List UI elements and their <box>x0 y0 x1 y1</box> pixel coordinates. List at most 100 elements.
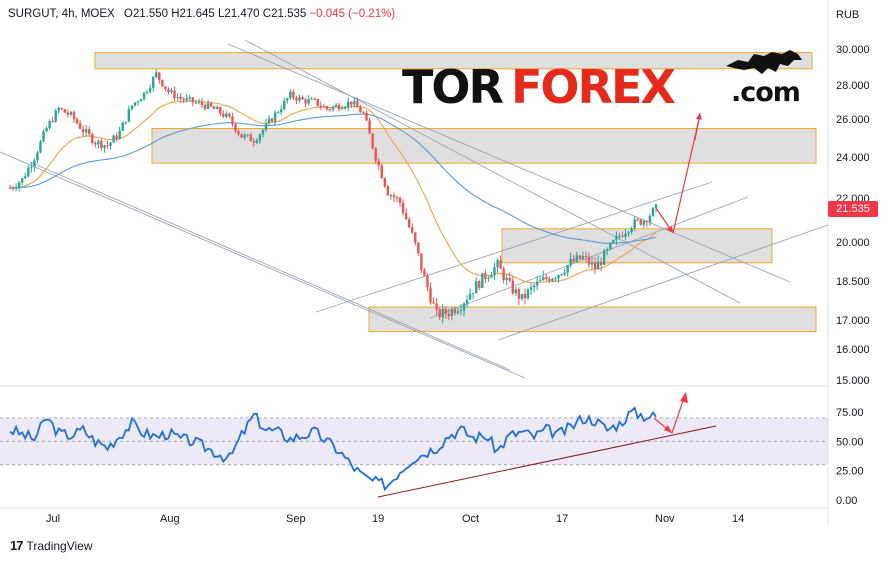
logo-part-tor: TOR <box>402 60 504 114</box>
candle <box>261 129 265 135</box>
candle <box>228 113 231 117</box>
candle <box>606 249 609 251</box>
candle <box>456 311 460 314</box>
candle <box>33 160 36 167</box>
candle <box>72 112 76 120</box>
time-axis-labels: Jul Aug Sep 19 Oct 17 Nov 14 <box>46 513 744 525</box>
candle <box>11 187 15 189</box>
candle <box>60 108 64 110</box>
time-axis-label: Nov <box>655 513 675 525</box>
candle <box>383 178 387 187</box>
candle <box>27 167 30 177</box>
time-axis-label: Aug <box>160 513 180 525</box>
candle <box>158 72 161 80</box>
time-axis-label: 14 <box>732 513 744 525</box>
candle <box>325 106 329 110</box>
candle <box>176 96 179 99</box>
candle <box>447 313 450 317</box>
candle <box>8 187 12 189</box>
candle <box>654 204 658 209</box>
candle <box>639 219 642 225</box>
candle <box>432 302 435 304</box>
candle <box>234 123 237 132</box>
candle <box>651 208 655 216</box>
candle <box>353 101 356 105</box>
candle <box>612 240 615 243</box>
candle <box>51 120 54 122</box>
candle <box>121 122 124 131</box>
candle <box>191 97 195 103</box>
symbol-name: SURGUT, 4h, MOEX <box>8 8 115 20</box>
candle <box>429 287 432 303</box>
rsi-axis-ticks: 75.00 50.00 25.00 0.00 <box>836 407 864 507</box>
candle <box>24 176 27 179</box>
torforex-logo: TOR FOREX .com <box>402 50 822 118</box>
candle <box>286 98 289 101</box>
candle <box>621 235 624 237</box>
candle <box>496 260 499 268</box>
candle <box>155 72 158 78</box>
candle <box>216 106 219 110</box>
logo-part-forex: FOREX <box>511 60 676 114</box>
candle <box>499 260 502 269</box>
candle <box>91 133 94 144</box>
rsi-pane <box>0 392 828 498</box>
price-tick-label: 20.000 <box>836 237 870 249</box>
candle <box>97 140 100 145</box>
candle <box>441 308 444 318</box>
high-label: H <box>171 8 180 20</box>
time-axis-label: 17 <box>556 513 568 525</box>
trend-line-1 <box>244 39 741 304</box>
candle <box>398 197 402 203</box>
candle <box>319 105 323 107</box>
candle <box>179 96 182 99</box>
candle <box>161 79 164 87</box>
candle <box>194 102 198 104</box>
candle <box>298 97 301 101</box>
candle <box>219 106 222 114</box>
candle <box>240 133 243 138</box>
candle <box>246 134 249 136</box>
candle <box>377 161 380 166</box>
candle <box>438 309 441 318</box>
price-tick-label: 17.000 <box>836 315 870 327</box>
trend-line-6 <box>497 224 829 341</box>
candle <box>532 285 536 288</box>
candle <box>520 293 524 299</box>
rsi-line <box>9 406 657 492</box>
candle <box>523 293 527 299</box>
candle <box>225 113 228 117</box>
candle <box>435 303 438 310</box>
candle <box>42 131 45 142</box>
trend-line-3 <box>29 161 511 371</box>
candle <box>322 106 326 108</box>
candle <box>304 99 307 104</box>
candle <box>645 221 649 223</box>
candle <box>331 106 335 110</box>
candle <box>39 141 42 153</box>
candle <box>395 197 399 199</box>
candle <box>343 106 347 109</box>
candle <box>200 101 204 105</box>
candle <box>84 129 88 133</box>
candle <box>276 112 280 114</box>
forecast-arrows <box>655 112 702 234</box>
candle <box>578 255 582 260</box>
candle <box>487 277 490 279</box>
logo-part-com: .com <box>731 77 801 108</box>
candle <box>551 278 554 282</box>
close-label: C <box>262 8 272 20</box>
rsi-tick-label: 75.00 <box>836 407 864 419</box>
candle <box>526 289 530 299</box>
candle <box>426 275 429 288</box>
candle <box>535 281 539 286</box>
candle <box>152 77 155 88</box>
candle <box>63 109 67 113</box>
currency-label: RUB <box>836 9 859 21</box>
candle <box>490 275 493 278</box>
price-tick-label: 18.500 <box>836 276 870 288</box>
candle <box>636 219 639 221</box>
candle <box>365 112 368 121</box>
candle <box>478 281 481 288</box>
